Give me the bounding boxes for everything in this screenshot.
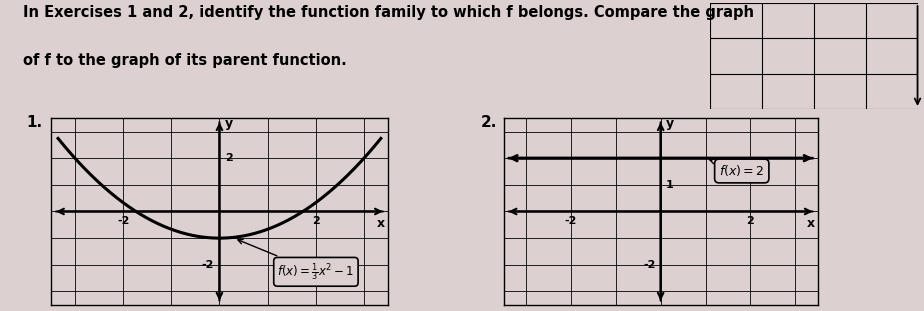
Text: $f(x) = 2$: $f(x) = 2$ <box>710 159 764 179</box>
Text: y: y <box>666 117 675 130</box>
Text: -2: -2 <box>117 216 129 226</box>
Text: of f to the graph of its parent function.: of f to the graph of its parent function… <box>23 53 346 68</box>
Text: $f(x) = \frac{1}{3}x^2 - 1$: $f(x) = \frac{1}{3}x^2 - 1$ <box>237 239 355 283</box>
Text: In Exercises 1 and 2, identify the function family to which f belongs. Compare t: In Exercises 1 and 2, identify the funct… <box>23 5 754 20</box>
Text: 2: 2 <box>747 216 754 226</box>
Text: 1: 1 <box>666 180 674 190</box>
Text: x: x <box>377 217 385 230</box>
Text: -2: -2 <box>201 260 213 270</box>
Text: y: y <box>225 117 234 130</box>
Text: -2: -2 <box>643 260 655 270</box>
Text: 2: 2 <box>312 216 320 226</box>
Text: 1.: 1. <box>26 115 42 130</box>
Text: x: x <box>807 217 815 230</box>
Text: -2: -2 <box>565 216 578 226</box>
Text: 2: 2 <box>225 153 233 163</box>
Text: 2.: 2. <box>480 115 497 130</box>
